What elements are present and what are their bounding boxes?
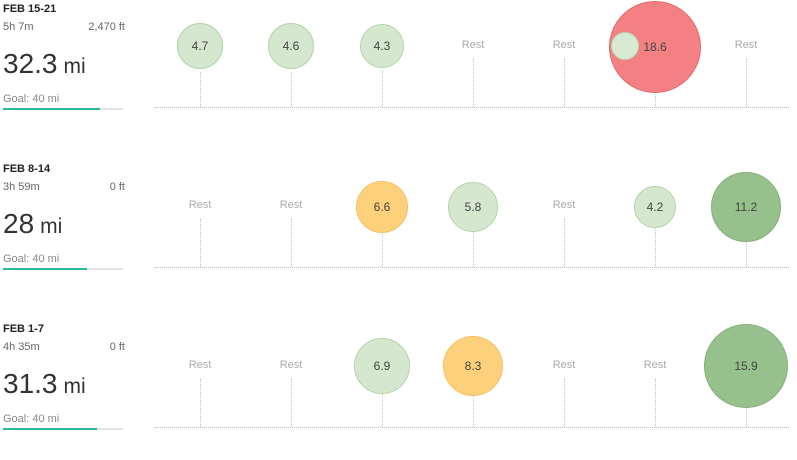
elevation-gain: 0 ft (109, 341, 125, 353)
week-axis (155, 107, 789, 108)
moving-time: 5h 7m (3, 21, 34, 33)
distance-unit: mi (63, 375, 86, 398)
goal-label: Goal: 40 mi (3, 253, 60, 265)
rest-day-label: Rest (643, 359, 667, 371)
activity-bubble[interactable]: 6.9 (354, 338, 410, 394)
day-stem (382, 394, 383, 427)
elevation-gain: 2,470 ft (88, 21, 125, 33)
activity-bubble[interactable]: 4.7 (177, 23, 223, 69)
distance-unit: mi (63, 55, 86, 78)
distance-value: 28 (3, 208, 35, 239)
day-stem (655, 92, 656, 107)
goal-progress-bar (3, 108, 123, 110)
goal-progress-fill (3, 108, 101, 110)
day-stem (564, 379, 565, 427)
weekly-distance: 32.3 mi (3, 48, 86, 80)
day-stem (291, 379, 292, 427)
weekly-distance: 28 mi (3, 208, 62, 240)
rest-day-label: Rest (461, 39, 485, 51)
day-stem (200, 219, 201, 267)
overlapping-activity-bubble[interactable] (611, 32, 639, 60)
day-stem (473, 396, 474, 427)
activity-bubble[interactable]: 5.8 (448, 182, 498, 232)
week-row: FEB 8-14 3h 59m 0 ft 28 mi Goal: 40 mi Re… (0, 160, 797, 300)
activity-bubble[interactable]: 11.2 (711, 172, 781, 242)
week-title[interactable]: FEB 1-7 (3, 323, 44, 335)
day-stem (291, 219, 292, 267)
day-stem (473, 232, 474, 267)
day-stem (655, 228, 656, 267)
week-title[interactable]: FEB 8-14 (3, 163, 51, 175)
activity-bubble[interactable]: 6.6 (356, 181, 408, 233)
goal-label: Goal: 40 mi (3, 93, 60, 105)
day-stem (200, 72, 201, 107)
day-stem (655, 379, 656, 427)
rest-day-label: Rest (552, 199, 576, 211)
rest-day-label: Rest (279, 359, 303, 371)
rest-day-label: Rest (279, 199, 303, 211)
week-axis (155, 267, 789, 268)
activity-bubble[interactable]: 15.9 (704, 324, 788, 408)
goal-progress-bar (3, 268, 123, 270)
distance-value: 32.3 (3, 48, 58, 79)
week-axis (155, 427, 789, 428)
rest-day-label: Rest (734, 39, 758, 51)
activity-bubble[interactable]: 18.6 (609, 1, 701, 93)
rest-day-label: Rest (188, 199, 212, 211)
day-stem (200, 379, 201, 427)
goal-label: Goal: 40 mi (3, 413, 60, 425)
activity-bubble[interactable]: 8.3 (443, 336, 503, 396)
moving-time: 4h 35m (3, 341, 40, 353)
week-title[interactable]: FEB 15-21 (3, 3, 57, 15)
day-stem (291, 72, 292, 107)
moving-time: 3h 59m (3, 181, 40, 193)
day-stem (746, 408, 747, 427)
day-stem (473, 59, 474, 107)
rest-day-label: Rest (552, 359, 576, 371)
rest-day-label: Rest (552, 39, 576, 51)
weekly-distance: 31.3 mi (3, 368, 86, 400)
week-row: FEB 1-7 4h 35m 0 ft 31.3 mi Goal: 40 mi R… (0, 320, 797, 460)
activity-bubble[interactable]: 4.6 (268, 23, 314, 69)
goal-progress-bar (3, 428, 123, 430)
day-stem (564, 59, 565, 107)
distance-value: 31.3 (3, 368, 58, 399)
week-row: FEB 15-21 5h 7m 2,470 ft 32.3 mi Goal: 40… (0, 0, 797, 140)
distance-unit: mi (40, 215, 63, 238)
goal-progress-fill (3, 428, 97, 430)
day-stem (746, 59, 747, 107)
day-stem (382, 71, 383, 107)
day-stem (564, 219, 565, 267)
day-stem (382, 232, 383, 267)
activity-bubble[interactable]: 4.3 (360, 24, 404, 68)
elevation-gain: 0 ft (109, 181, 125, 193)
rest-day-label: Rest (188, 359, 212, 371)
activity-bubble[interactable]: 4.2 (634, 186, 676, 228)
day-stem (746, 242, 747, 267)
goal-progress-fill (3, 268, 87, 270)
